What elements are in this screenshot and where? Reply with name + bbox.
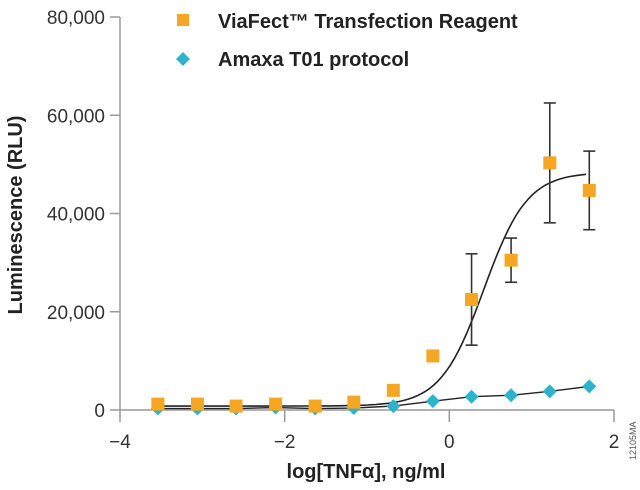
viafect-point bbox=[229, 399, 243, 413]
amaxa-point bbox=[582, 379, 597, 394]
viafect-point bbox=[582, 183, 596, 197]
amaxa-point bbox=[464, 389, 479, 404]
y-tick-label: 80,000 bbox=[47, 8, 105, 29]
x-tick-label: 0 bbox=[444, 432, 455, 453]
legend-label-amaxa: Amaxa T01 protocol bbox=[218, 49, 409, 71]
viafect-point bbox=[504, 253, 518, 267]
y-tick-label: 0 bbox=[94, 401, 105, 422]
legend-label-viafect: ViaFect™ Transfection Reagent bbox=[218, 11, 518, 33]
viafect-point bbox=[190, 397, 204, 411]
amaxa-point bbox=[386, 399, 401, 414]
y-tick-label: 40,000 bbox=[47, 205, 105, 226]
y-tick-label: 20,000 bbox=[47, 303, 105, 324]
viafect-point bbox=[426, 349, 440, 363]
y-axis-label: Luminescence (RLU) bbox=[5, 116, 27, 315]
viafect-point bbox=[269, 397, 283, 411]
viafect-point bbox=[543, 156, 557, 170]
amaxa-point bbox=[504, 388, 519, 403]
figure-code: 12105MA bbox=[628, 421, 638, 460]
x-tick-label: −4 bbox=[109, 432, 131, 453]
viafect-fit-curve bbox=[157, 173, 587, 407]
viafect-point bbox=[386, 383, 400, 397]
amaxa-point bbox=[542, 384, 557, 399]
y-tick-label: 60,000 bbox=[47, 106, 105, 127]
legend-square-icon bbox=[177, 14, 189, 26]
x-tick-label: −2 bbox=[274, 432, 296, 453]
viafect-point bbox=[465, 292, 479, 306]
amaxa-point bbox=[425, 394, 440, 409]
viafect-point bbox=[308, 399, 322, 413]
viafect-point bbox=[347, 395, 361, 409]
x-tick-label: 2 bbox=[609, 432, 620, 453]
viafect-point bbox=[151, 397, 165, 411]
legend-diamond-icon bbox=[176, 52, 190, 66]
x-axis-label: log[TNFα], ng/ml bbox=[287, 461, 446, 483]
